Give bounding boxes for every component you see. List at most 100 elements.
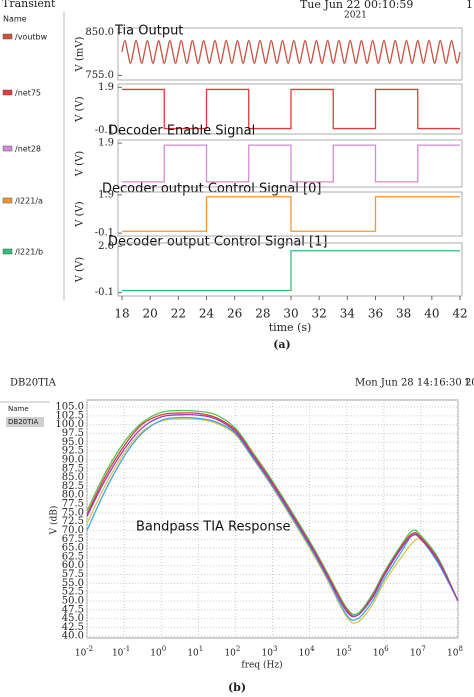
y-tick-label: 2.0: [98, 241, 114, 252]
annotation: Tia Output: [114, 24, 183, 39]
x-tick-label: 26: [227, 307, 242, 321]
y-tick-label: 57.5: [62, 569, 84, 580]
x-axis-label: freq (Hz): [241, 660, 282, 671]
y-tick-label: 67.5: [62, 534, 84, 545]
y-tick-label: 87.5: [62, 463, 84, 474]
y-tick-label: 47.5: [62, 604, 84, 615]
x-tick-label: 42: [452, 307, 467, 321]
legend-label: /net28: [15, 145, 41, 154]
x-tick-label: 24: [199, 307, 215, 321]
line: [122, 144, 460, 183]
x-tick-label: 22: [171, 307, 186, 321]
page-number: 1: [466, 0, 473, 11]
y-tick-label: 60.0: [62, 560, 84, 571]
line: [122, 88, 460, 130]
line: [122, 250, 460, 292]
legend-swatch: [2, 89, 13, 96]
y-tick-label: 850.0: [85, 27, 114, 38]
x-tick-exponent: 1: [199, 645, 203, 653]
legend-swatch: [2, 145, 13, 152]
y-axis-label: V (mV): [75, 36, 86, 72]
annotation: Decoder Enable Signal: [108, 124, 255, 139]
legend-swatch: [2, 33, 13, 40]
line: [86, 416, 459, 621]
y-tick-label: 50.0: [62, 595, 84, 606]
y-tick-label: 42.5: [62, 622, 84, 633]
plot-frame: [117, 139, 463, 188]
line: [86, 412, 459, 617]
window-title: Transient: [2, 0, 56, 10]
annotation: Bandpass TIA Response: [136, 520, 291, 535]
y-axis-label: V (V): [75, 201, 86, 228]
date: Mon Jun 28 14:16:30 2021: [355, 378, 474, 389]
signal-name: DB20TIA: [8, 418, 38, 426]
x-tick-label: 32: [312, 307, 327, 321]
x-tick-exponent: 2: [236, 645, 240, 653]
y-tick-label: 97.5: [62, 428, 84, 439]
x-tick-exponent: 5: [347, 645, 351, 653]
line: [86, 413, 459, 618]
y-tick-label: -0.1: [95, 287, 114, 298]
y-tick-label: 77.5: [62, 499, 84, 510]
x-tick-exponent: 3: [273, 645, 277, 653]
x-tick-exponent: 4: [310, 645, 315, 653]
x-tick-exponent: 8: [458, 645, 462, 653]
y-tick-label: 82.5: [62, 481, 84, 492]
y-tick-label: 72.5: [62, 516, 84, 527]
y-tick-label: 755.0: [85, 70, 114, 81]
plot-frame: [117, 27, 463, 81]
x-tick-label: 20: [143, 307, 158, 321]
x-tick-label: 28: [255, 307, 270, 321]
x-tick-exponent: -1: [123, 645, 130, 653]
y-tick-label: 1.9: [98, 82, 114, 93]
x-axis-label: time (s): [269, 321, 312, 334]
y-tick-label: 1.9: [98, 189, 114, 200]
caption: (b): [228, 681, 246, 694]
y-tick-label: 100.0: [55, 419, 84, 430]
date-year: 2021: [344, 11, 367, 21]
y-tick-label: 105.0: [55, 402, 84, 413]
y-axis-label: V (V): [75, 151, 86, 178]
legend-label: /voutbw: [15, 33, 48, 42]
line: [121, 40, 461, 64]
y-tick-label: 102.5: [55, 410, 84, 421]
page-number: 1: [464, 378, 470, 389]
y-tick-label: 70.0: [62, 525, 84, 536]
line: [122, 196, 460, 232]
x-tick-exponent: 6: [384, 645, 389, 653]
annotation: Decoder output Control Signal [1]: [108, 235, 327, 250]
x-tick-label: 36: [368, 307, 383, 321]
line: [86, 409, 459, 616]
name-header: Name: [8, 405, 29, 413]
y-axis-label: V (V): [75, 96, 86, 123]
y-tick-label: 45.0: [62, 613, 84, 624]
signal-highlight: [6, 417, 44, 427]
y-tick-label: 1.9: [98, 138, 114, 149]
x-tick-label: 34: [340, 307, 356, 321]
y-tick-label: 55.0: [62, 578, 84, 589]
y-tick-label: 52.5: [62, 587, 84, 598]
y-tick-label: 95.0: [62, 437, 84, 448]
y-tick-label: 40.0: [62, 631, 84, 642]
legend-label: /net75: [15, 89, 41, 98]
x-tick-exponent: 0: [162, 645, 166, 653]
date: Tue Jun 22 00:10:59: [300, 0, 413, 11]
window-title: DB20TIA: [10, 378, 57, 389]
y-tick-label: 75.0: [62, 507, 84, 518]
plot-frame: [117, 191, 463, 237]
x-tick-label: 18: [114, 307, 129, 321]
legend-swatch: [2, 248, 13, 255]
legend-swatch: [2, 197, 13, 204]
y-tick-label: 62.5: [62, 551, 84, 562]
x-tick-exponent: 7: [421, 645, 425, 653]
y-tick-label: 65.0: [62, 543, 84, 554]
legend-label: /I221/a: [15, 197, 43, 206]
plot-frame: [117, 83, 463, 135]
y-axis-label: V (V): [75, 257, 86, 284]
y-tick-label: -0.1: [95, 125, 114, 136]
y-tick-label: -0.1: [95, 228, 114, 239]
legend-label: /I221/b: [15, 248, 43, 257]
name-header: Name: [3, 15, 27, 24]
plot-frame: [117, 242, 463, 297]
